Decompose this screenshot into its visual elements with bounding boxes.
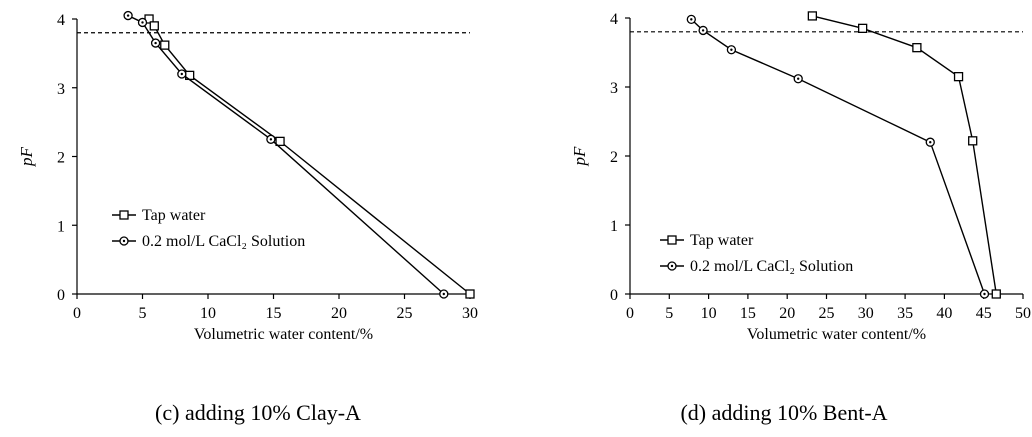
y-tick-label: 2	[610, 149, 618, 166]
data-point-square	[968, 136, 978, 146]
x-tick-label: 5	[139, 305, 147, 322]
panel-caption: (c) adding 10% Clay-A	[155, 400, 361, 425]
data-point-square	[991, 289, 1001, 299]
y-tick-label: 3	[610, 80, 618, 97]
data-point-dot	[154, 41, 157, 45]
panel-c: 0 5 10 15 20 25 30 0 1 2 3 4 Tap water 0.2 mol/L CaC…	[17, 10, 478, 425]
panel-d: 0 5 10 15 20 25 30 35 40 45 50 0 1 2 3 4 Tap water 0.2 m…	[570, 11, 1031, 425]
data-point-dot	[730, 48, 733, 51]
x-tick-label: 10	[200, 305, 216, 322]
data-point-dot	[701, 29, 705, 32]
data-point-square	[858, 23, 868, 34]
x-tick-label: 5	[665, 305, 673, 322]
data-point-square	[807, 11, 818, 21]
x-tick-label: 30	[462, 305, 478, 322]
x-tick-label: 25	[397, 305, 413, 322]
x-tick-label: 20	[331, 305, 347, 322]
data-point-square	[465, 289, 475, 299]
data-point-dot	[797, 77, 800, 80]
legend-label: 0.2 mol/L CaCl₂ Solution	[142, 233, 305, 250]
x-tick-label: 50	[1015, 305, 1031, 322]
series-line-cacl2	[690, 18, 986, 295]
x-tick-label: 45	[976, 305, 992, 322]
y-tick-label: 1	[57, 218, 65, 235]
legend-marker-square	[667, 235, 677, 245]
y-tick-label: 3	[57, 81, 65, 98]
y-axis-label: pF	[570, 146, 589, 167]
legend-marker-square	[119, 210, 129, 220]
x-axis-label: Volumetric water content/%	[194, 326, 373, 343]
series-line-tap-water	[812, 15, 997, 295]
y-tick-label: 2	[57, 150, 65, 167]
x-tick-label: 30	[858, 305, 874, 322]
data-point-dot	[929, 141, 932, 144]
data-point-dot	[442, 292, 445, 296]
y-tick-label: 0	[57, 287, 65, 304]
series-line-tap-water	[148, 18, 471, 295]
data-point-square	[275, 136, 285, 147]
y-axis-label: pF	[17, 146, 36, 167]
data-point-dot	[141, 21, 144, 24]
data-point-dot	[269, 138, 273, 141]
y-tick-label: 4	[57, 12, 65, 29]
data-point-dot	[690, 18, 693, 21]
x-tick-label: 20	[779, 305, 795, 322]
x-tick-label: 40	[936, 305, 952, 322]
legend-label: Tap water	[142, 207, 206, 224]
x-tick-label: 0	[626, 305, 634, 322]
data-point-square	[912, 43, 922, 53]
y-tick-label: 0	[610, 287, 618, 304]
legend-marker-dot	[670, 264, 674, 268]
x-tick-label: 15	[266, 305, 282, 322]
x-tick-label: 25	[819, 305, 835, 322]
data-point-square	[953, 72, 964, 82]
y-tick-label: 1	[610, 218, 618, 235]
legend-marker-dot	[122, 239, 126, 243]
data-point-dot	[180, 72, 183, 76]
data-point-dot	[126, 14, 130, 17]
x-tick-label: 10	[701, 305, 717, 322]
y-tick-label: 4	[610, 11, 618, 28]
data-point-square	[160, 40, 170, 50]
x-tick-label: 35	[897, 305, 913, 322]
x-tick-label: 15	[740, 305, 756, 322]
legend-label: Tap water	[690, 232, 754, 249]
panel-caption: (d) adding 10% Bent-A	[680, 400, 887, 425]
legend-label: 0.2 mol/L CaCl₂ Solution	[690, 258, 853, 275]
data-point-dot	[983, 292, 986, 296]
x-tick-label: 0	[73, 305, 81, 322]
data-point-square	[149, 21, 159, 31]
x-axis-label: Volumetric water content/%	[747, 326, 926, 343]
